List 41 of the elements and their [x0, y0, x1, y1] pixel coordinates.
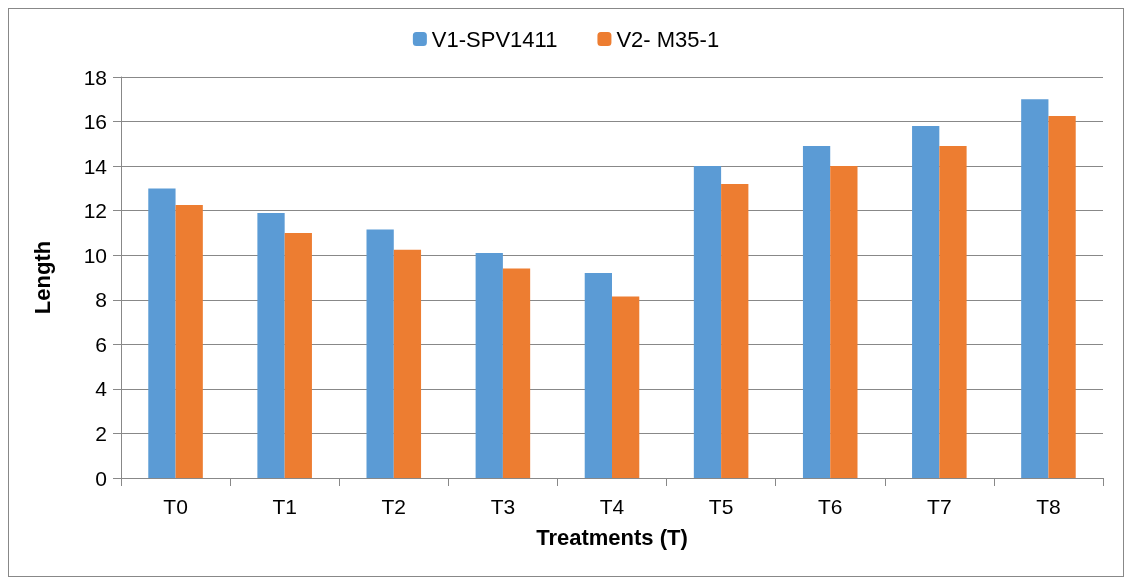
bar — [475, 252, 503, 478]
bar — [502, 268, 531, 478]
x-tick-label: T8 — [1036, 495, 1061, 518]
bar — [1048, 115, 1076, 478]
bar — [830, 166, 858, 478]
y-tick-label: 0 — [95, 466, 107, 490]
bar — [584, 273, 612, 478]
bar — [148, 188, 176, 478]
bar — [939, 146, 967, 478]
bar — [366, 229, 394, 478]
x-tick-label: T0 — [163, 495, 188, 518]
legend-label: V2- M35-1 — [616, 26, 720, 52]
y-tick-label: 8 — [95, 288, 107, 312]
bar — [284, 232, 312, 478]
bar — [393, 249, 422, 478]
y-tick-label: 18 — [83, 65, 107, 89]
bar — [612, 296, 640, 478]
x-axis-title: Treatments (T) — [536, 524, 688, 550]
y-tick-label: 16 — [83, 110, 107, 134]
x-tick-label: T6 — [817, 495, 843, 518]
y-tick-label: 12 — [83, 199, 107, 223]
x-tick-label: T1 — [272, 495, 297, 518]
y-tick-label: 14 — [83, 154, 108, 178]
legend-label: V1-SPV1411 — [431, 26, 558, 52]
x-tick-label: T4 — [599, 495, 625, 518]
y-tick-label: 6 — [95, 332, 107, 356]
x-tick-label: T2 — [381, 495, 407, 518]
bar — [693, 166, 722, 478]
bar — [257, 212, 285, 478]
bar — [912, 126, 940, 478]
x-tick-label: T5 — [708, 495, 734, 518]
bar — [802, 146, 831, 478]
x-tick-label: T7 — [927, 495, 952, 518]
y-tick-label: 10 — [83, 243, 107, 267]
bar — [1021, 99, 1049, 478]
y-tick-label: 4 — [95, 377, 108, 401]
bar — [175, 205, 203, 478]
x-tick-label: T3 — [490, 495, 516, 518]
y-axis-title: Length — [29, 240, 55, 315]
bar — [721, 183, 749, 478]
y-tick-label: 2 — [95, 421, 107, 445]
